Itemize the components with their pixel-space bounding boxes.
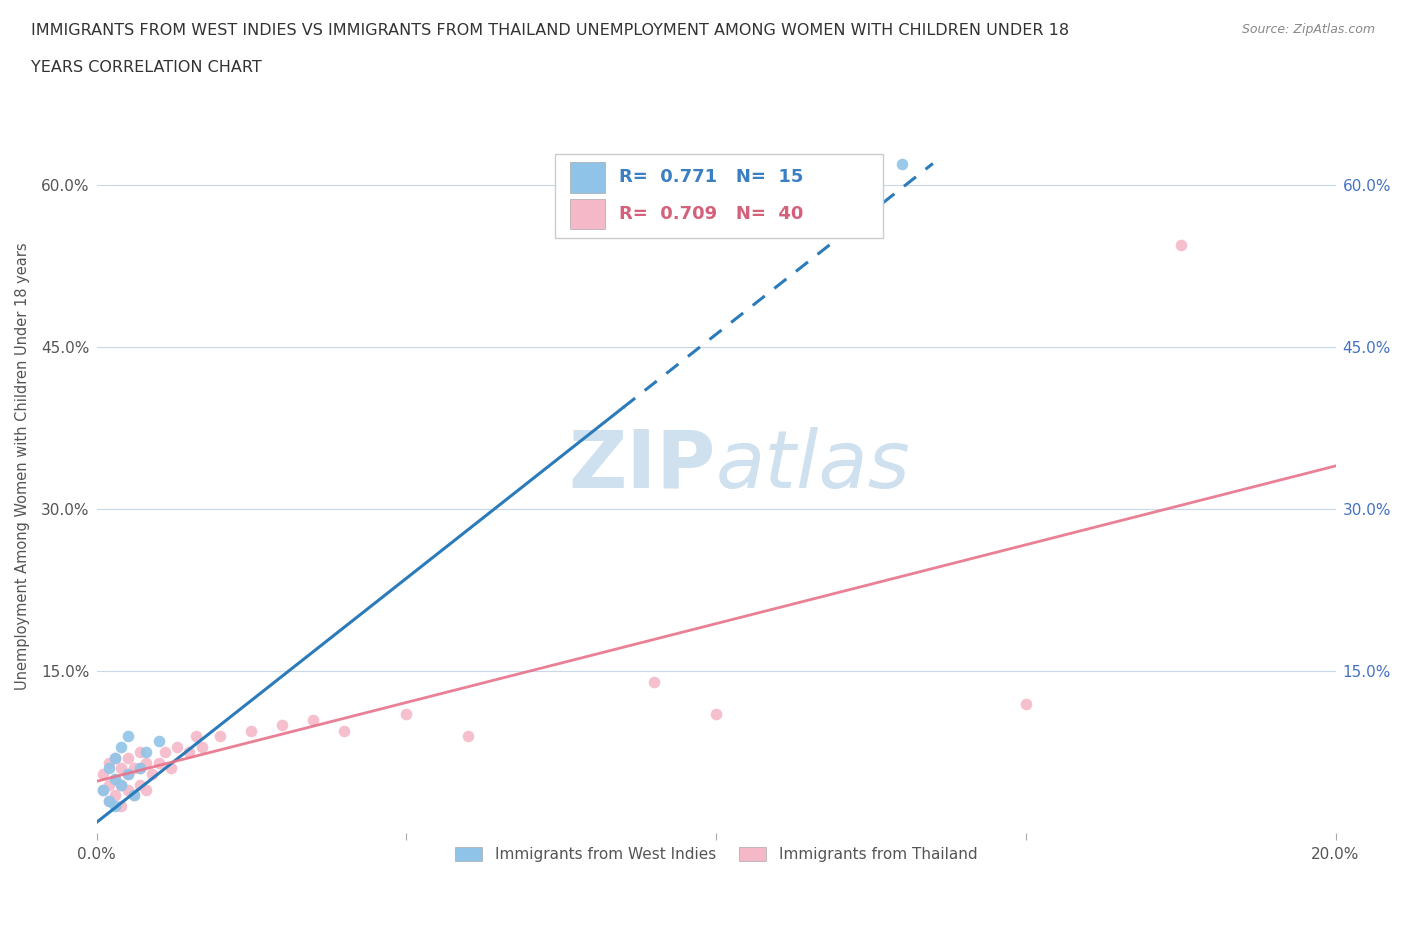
Point — [122, 788, 145, 803]
Point — [135, 782, 157, 797]
Point — [110, 777, 132, 792]
Point — [117, 766, 139, 781]
Point — [104, 751, 127, 765]
Text: YEARS CORRELATION CHART: YEARS CORRELATION CHART — [31, 60, 262, 75]
Point — [117, 751, 139, 765]
Point — [148, 755, 170, 770]
Y-axis label: Unemployment Among Women with Children Under 18 years: Unemployment Among Women with Children U… — [15, 242, 30, 690]
Point — [110, 799, 132, 814]
Point — [129, 761, 152, 776]
Point — [457, 728, 479, 743]
Point — [643, 674, 665, 689]
Text: Source: ZipAtlas.com: Source: ZipAtlas.com — [1241, 23, 1375, 36]
FancyBboxPatch shape — [555, 153, 883, 238]
Point — [117, 766, 139, 781]
Point — [890, 156, 912, 171]
Text: IMMIGRANTS FROM WEST INDIES VS IMMIGRANTS FROM THAILAND UNEMPLOYMENT AMONG WOMEN: IMMIGRANTS FROM WEST INDIES VS IMMIGRANT… — [31, 23, 1069, 38]
Point — [104, 788, 127, 803]
Point — [135, 755, 157, 770]
Point — [704, 707, 727, 722]
Point — [110, 777, 132, 792]
Point — [97, 777, 120, 792]
Point — [179, 745, 201, 760]
Point — [104, 772, 127, 787]
Point — [97, 755, 120, 770]
Point — [117, 782, 139, 797]
Point — [135, 745, 157, 760]
Bar — [569, 199, 605, 230]
Point — [97, 761, 120, 776]
Point — [141, 766, 163, 781]
Point — [333, 724, 356, 738]
Point — [184, 728, 207, 743]
Text: R=  0.771   N=  15: R= 0.771 N= 15 — [620, 168, 804, 186]
Point — [148, 734, 170, 749]
Point — [104, 799, 127, 814]
Point — [104, 772, 127, 787]
Point — [209, 728, 232, 743]
Point — [160, 761, 183, 776]
Text: ZIP: ZIP — [569, 427, 716, 505]
Text: atlas: atlas — [716, 427, 911, 505]
Point — [166, 739, 188, 754]
Point — [395, 707, 418, 722]
Bar — [569, 162, 605, 193]
Point — [271, 718, 294, 733]
Point — [110, 739, 132, 754]
Point — [97, 793, 120, 808]
Point — [122, 788, 145, 803]
Legend: Immigrants from West Indies, Immigrants from Thailand: Immigrants from West Indies, Immigrants … — [447, 839, 984, 870]
Point — [240, 724, 263, 738]
Point — [117, 728, 139, 743]
Point — [153, 745, 176, 760]
Point — [104, 751, 127, 765]
Point — [129, 745, 152, 760]
Point — [91, 782, 114, 797]
Point — [91, 766, 114, 781]
Point — [302, 712, 325, 727]
Point — [91, 782, 114, 797]
Point — [97, 793, 120, 808]
Text: R=  0.709   N=  40: R= 0.709 N= 40 — [620, 205, 804, 223]
Point — [129, 761, 152, 776]
Point — [122, 761, 145, 776]
Point — [191, 739, 214, 754]
Point — [1015, 697, 1038, 711]
Point — [110, 761, 132, 776]
Point — [129, 777, 152, 792]
Point — [1170, 237, 1192, 252]
